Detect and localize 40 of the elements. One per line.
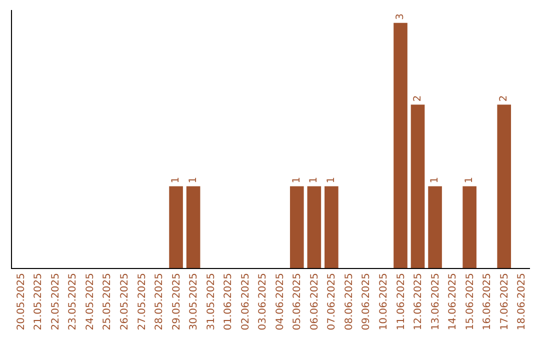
x-tick-label: 14.06.2025	[448, 273, 459, 330]
x-tick-label: 09.06.2025	[361, 273, 372, 330]
x-tick-label: 15.06.2025	[464, 273, 476, 330]
x-tick-label: 21.05.2025	[33, 273, 44, 330]
x-tick-label: 12.06.2025	[413, 273, 424, 330]
data-label: 1	[170, 176, 182, 184]
data-label: 1	[308, 176, 320, 184]
x-tick-label: 07.06.2025	[326, 273, 338, 330]
x-tick-label: 31.05.2025	[206, 273, 217, 330]
x-tick-label: 13.06.2025	[430, 273, 442, 330]
data-label: 2	[412, 95, 424, 102]
x-tick-label: 22.05.2025	[50, 273, 62, 330]
x-tick-label: 28.05.2025	[154, 273, 166, 330]
x-tick-label: 23.05.2025	[68, 273, 79, 330]
data-label: 1	[188, 176, 199, 184]
x-tick-label: 10.06.2025	[378, 273, 390, 330]
x-tick-label: 03.06.2025	[258, 273, 269, 330]
x-tick-label: 04.06.2025	[274, 273, 286, 330]
data-label: 1	[464, 176, 476, 184]
x-tick-label: 26.05.2025	[119, 273, 130, 330]
data-label: 1	[326, 176, 337, 184]
x-tick-label: 08.06.2025	[344, 273, 355, 330]
x-tick-label: 17.06.2025	[499, 273, 510, 330]
x-tick-label: 25.05.2025	[102, 273, 114, 330]
data-label: 1	[291, 176, 302, 184]
x-tick-label: 29.05.2025	[171, 273, 182, 330]
data-label: 1	[430, 176, 441, 184]
x-tick-label: 20.05.2025	[16, 273, 27, 330]
x-tick-label: 16.06.2025	[482, 273, 494, 330]
x-tick-label: 05.06.2025	[292, 273, 304, 330]
x-tick-label: 11.06.2025	[396, 273, 407, 330]
x-tick-label: 24.05.2025	[84, 273, 96, 330]
x-tick-label: 27.05.2025	[136, 273, 148, 330]
x-tick-label: 30.05.2025	[188, 273, 200, 330]
data-label: 3	[395, 14, 406, 20]
data-label: 2	[498, 95, 510, 102]
x-tick-label: 18.06.2025	[516, 273, 528, 330]
x-tick-label: 06.06.2025	[309, 273, 320, 330]
x-tick-label: 02.06.2025	[240, 273, 252, 330]
x-tick-label: 01.06.2025	[223, 273, 234, 330]
